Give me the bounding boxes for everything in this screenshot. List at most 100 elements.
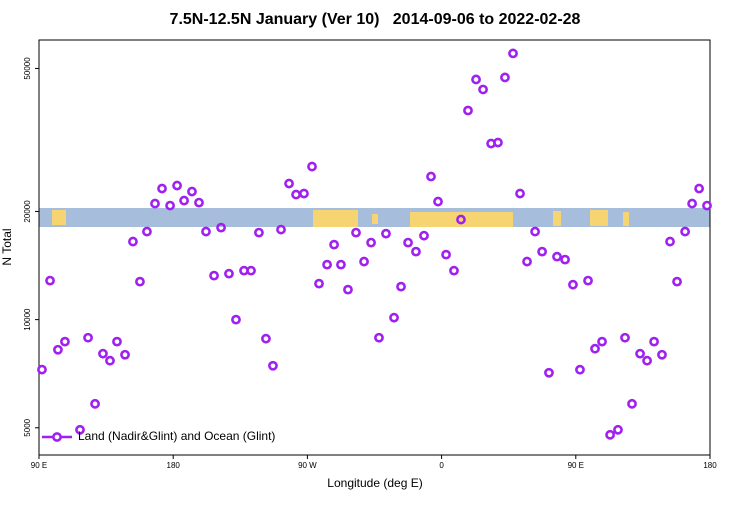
point bbox=[157, 183, 167, 194]
point bbox=[649, 336, 659, 347]
point bbox=[150, 198, 160, 209]
point bbox=[60, 336, 70, 347]
point bbox=[575, 364, 585, 375]
point bbox=[597, 336, 607, 347]
point bbox=[560, 254, 570, 265]
point bbox=[366, 237, 376, 248]
point bbox=[128, 236, 138, 247]
point bbox=[449, 265, 459, 276]
point bbox=[336, 259, 346, 270]
point bbox=[374, 332, 384, 343]
point bbox=[261, 333, 271, 344]
y-axis-label: N Total bbox=[0, 228, 14, 265]
point bbox=[291, 189, 301, 200]
point bbox=[299, 188, 309, 199]
point bbox=[411, 246, 421, 257]
point bbox=[343, 284, 353, 295]
y-tick-label: 50000 bbox=[23, 57, 32, 80]
point bbox=[605, 429, 615, 440]
point bbox=[216, 222, 226, 233]
chart-title: 7.5N-12.5N January (Ver 10) 2014-09-06 t… bbox=[170, 11, 581, 28]
point bbox=[142, 226, 152, 237]
point bbox=[687, 198, 698, 209]
point bbox=[284, 178, 294, 189]
point bbox=[165, 200, 175, 211]
point bbox=[508, 48, 518, 59]
point bbox=[359, 256, 369, 267]
point bbox=[37, 364, 47, 375]
point bbox=[500, 72, 510, 83]
point bbox=[329, 239, 339, 250]
x-tick-label: 90 W bbox=[298, 461, 317, 470]
point bbox=[75, 424, 85, 435]
point bbox=[231, 314, 241, 325]
point bbox=[620, 332, 630, 343]
x-tick-label: 0 bbox=[439, 461, 444, 470]
point bbox=[680, 226, 690, 237]
point bbox=[201, 226, 211, 237]
point bbox=[179, 195, 189, 206]
x-axis-label: Longitude (deg E) bbox=[327, 476, 422, 490]
point bbox=[224, 268, 234, 279]
point bbox=[530, 226, 540, 237]
point bbox=[441, 249, 451, 260]
x-tick-label: 180 bbox=[703, 461, 717, 470]
point bbox=[590, 343, 600, 354]
x-tick-label: 90 E bbox=[31, 461, 47, 470]
point bbox=[268, 360, 278, 371]
point bbox=[433, 196, 443, 207]
y-tick-label: 20000 bbox=[23, 200, 32, 223]
point bbox=[583, 275, 593, 286]
point bbox=[456, 214, 466, 225]
map-strip bbox=[39, 208, 710, 227]
legend-marker bbox=[52, 432, 62, 442]
point bbox=[635, 348, 645, 359]
point bbox=[209, 270, 219, 281]
point bbox=[98, 348, 108, 359]
point bbox=[120, 349, 130, 360]
point bbox=[672, 276, 682, 287]
point bbox=[665, 236, 675, 247]
point bbox=[90, 398, 100, 409]
point bbox=[307, 161, 317, 172]
point bbox=[83, 332, 93, 343]
point bbox=[322, 259, 332, 270]
x-tick-label: 90 E bbox=[568, 461, 584, 470]
point bbox=[537, 246, 548, 257]
y-tick-label: 5000 bbox=[23, 418, 32, 436]
point bbox=[45, 275, 55, 286]
point bbox=[515, 188, 525, 199]
point bbox=[694, 183, 705, 194]
point bbox=[194, 197, 204, 208]
point bbox=[463, 105, 473, 116]
point bbox=[314, 278, 324, 289]
point bbox=[403, 237, 413, 248]
point bbox=[105, 355, 115, 366]
point bbox=[471, 74, 481, 85]
point bbox=[657, 349, 667, 360]
point bbox=[426, 171, 436, 182]
point bbox=[702, 200, 712, 211]
point bbox=[396, 281, 406, 292]
y-tick-label: 10000 bbox=[23, 308, 32, 331]
legend-label: Land (Nadir&Glint) and Ocean (Glint) bbox=[78, 429, 275, 443]
point bbox=[419, 230, 429, 241]
point bbox=[246, 265, 256, 276]
point bbox=[53, 344, 63, 355]
point bbox=[172, 180, 182, 191]
point bbox=[254, 227, 264, 238]
point bbox=[276, 224, 286, 235]
point bbox=[351, 227, 361, 238]
point bbox=[642, 355, 652, 366]
point bbox=[135, 276, 145, 287]
point bbox=[522, 256, 532, 267]
point bbox=[389, 312, 399, 323]
x-tick-label: 180 bbox=[167, 461, 181, 470]
point bbox=[381, 228, 391, 239]
point bbox=[544, 367, 554, 378]
point bbox=[478, 84, 488, 95]
point bbox=[568, 279, 578, 290]
point bbox=[112, 336, 122, 347]
point bbox=[493, 137, 503, 148]
